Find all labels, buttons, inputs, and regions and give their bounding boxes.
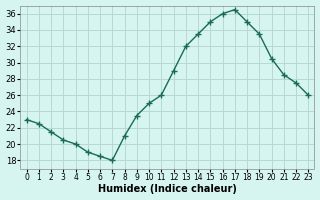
X-axis label: Humidex (Indice chaleur): Humidex (Indice chaleur): [98, 184, 237, 194]
